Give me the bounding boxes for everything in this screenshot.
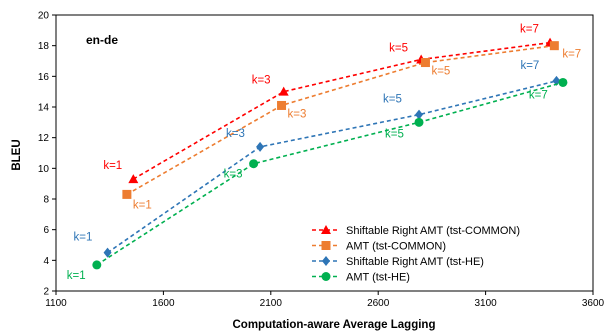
legend-marker-4 bbox=[321, 272, 331, 281]
data-label-4-1: k=1 bbox=[67, 270, 86, 282]
data-label-3-3: k=5 bbox=[383, 94, 402, 106]
y-tick-label: 20 bbox=[38, 11, 50, 22]
y-tick-label: 8 bbox=[43, 195, 49, 206]
plot-frame bbox=[55, 14, 594, 292]
series-line-2 bbox=[126, 44, 555, 196]
data-point-2-4 bbox=[549, 41, 559, 51]
y-tick-label: 14 bbox=[38, 103, 50, 114]
data-point-4-2 bbox=[249, 159, 259, 169]
y-tick-label: 6 bbox=[43, 225, 49, 236]
x-tick-label: 2600 bbox=[367, 298, 390, 309]
data-point-3-2 bbox=[256, 141, 265, 152]
legend-marker-2 bbox=[321, 241, 331, 250]
y-tick-label: 12 bbox=[38, 133, 50, 144]
data-point-3-1 bbox=[103, 247, 112, 258]
legend-label-3: Shiftable Right AMT (tst-HE) bbox=[346, 256, 484, 268]
legend-background bbox=[308, 221, 588, 287]
data-label-2-1: k=1 bbox=[133, 199, 152, 211]
data-point-2-1 bbox=[122, 189, 132, 199]
y-tick-label: 16 bbox=[38, 72, 50, 83]
data-label-1-2: k=3 bbox=[252, 75, 271, 87]
x-tick-label: 1100 bbox=[45, 298, 67, 309]
data-point-1-1 bbox=[128, 174, 139, 184]
legend-marker-3 bbox=[322, 256, 330, 266]
data-label-1-1: k=1 bbox=[103, 160, 122, 172]
data-point-1-2 bbox=[278, 86, 289, 96]
data-point-2-2 bbox=[277, 100, 287, 110]
legend-label-1: Shiftable Right AMT (tst-COMMON) bbox=[346, 225, 520, 237]
data-label-1-3: k=5 bbox=[389, 42, 408, 54]
data-point-2-3 bbox=[420, 58, 430, 68]
y-tick-label: 10 bbox=[38, 164, 50, 175]
series-line-3 bbox=[107, 80, 557, 254]
data-point-3-4 bbox=[552, 75, 561, 86]
chart-annotation: en-de bbox=[86, 33, 118, 47]
data-label-4-2: k=3 bbox=[224, 169, 243, 181]
data-label-4-4: k=7 bbox=[529, 89, 548, 101]
y-tick-label: 4 bbox=[43, 256, 49, 267]
data-label-3-2: k=3 bbox=[226, 128, 245, 140]
data-label-3-1: k=1 bbox=[74, 232, 93, 244]
series-line-4 bbox=[96, 81, 564, 266]
x-tick-label: 3600 bbox=[582, 298, 605, 309]
legend-label-4: AMT (tst-HE) bbox=[346, 272, 410, 284]
data-label-2-3: k=5 bbox=[431, 66, 450, 78]
data-label-3-4: k=7 bbox=[520, 60, 539, 72]
data-label-2-4: k=7 bbox=[562, 49, 581, 61]
x-tick-label: 1600 bbox=[152, 298, 175, 309]
x-tick-label: 2100 bbox=[260, 298, 283, 309]
data-label-1-4: k=7 bbox=[520, 24, 539, 36]
x-axis-title: Computation-aware Average Lagging bbox=[233, 319, 436, 331]
plot-area: 2 4 6 8 10 12 14 16 18 20 1100 1600 2100 2600 3100 3600… bbox=[38, 11, 605, 310]
data-point-4-4 bbox=[558, 77, 568, 87]
series-line-1 bbox=[132, 41, 551, 180]
data-point-3-3 bbox=[415, 109, 424, 120]
legend-label-2: AMT (tst-COMMON) bbox=[346, 241, 446, 253]
y-tick-label: 2 bbox=[43, 287, 49, 298]
data-point-4-1 bbox=[92, 260, 102, 270]
data-label-4-3: k=5 bbox=[385, 128, 404, 140]
y-axis-title: BLEU bbox=[11, 139, 23, 170]
legend-marker-1 bbox=[321, 225, 331, 234]
data-point-4-3 bbox=[414, 117, 424, 127]
data-label-2-2: k=3 bbox=[288, 108, 307, 120]
x-tick-label: 3100 bbox=[474, 298, 497, 309]
legend: Shiftable Right AMT (tst-COMMON) AMT (tst… bbox=[308, 221, 588, 287]
y-tick-label: 18 bbox=[38, 41, 50, 52]
